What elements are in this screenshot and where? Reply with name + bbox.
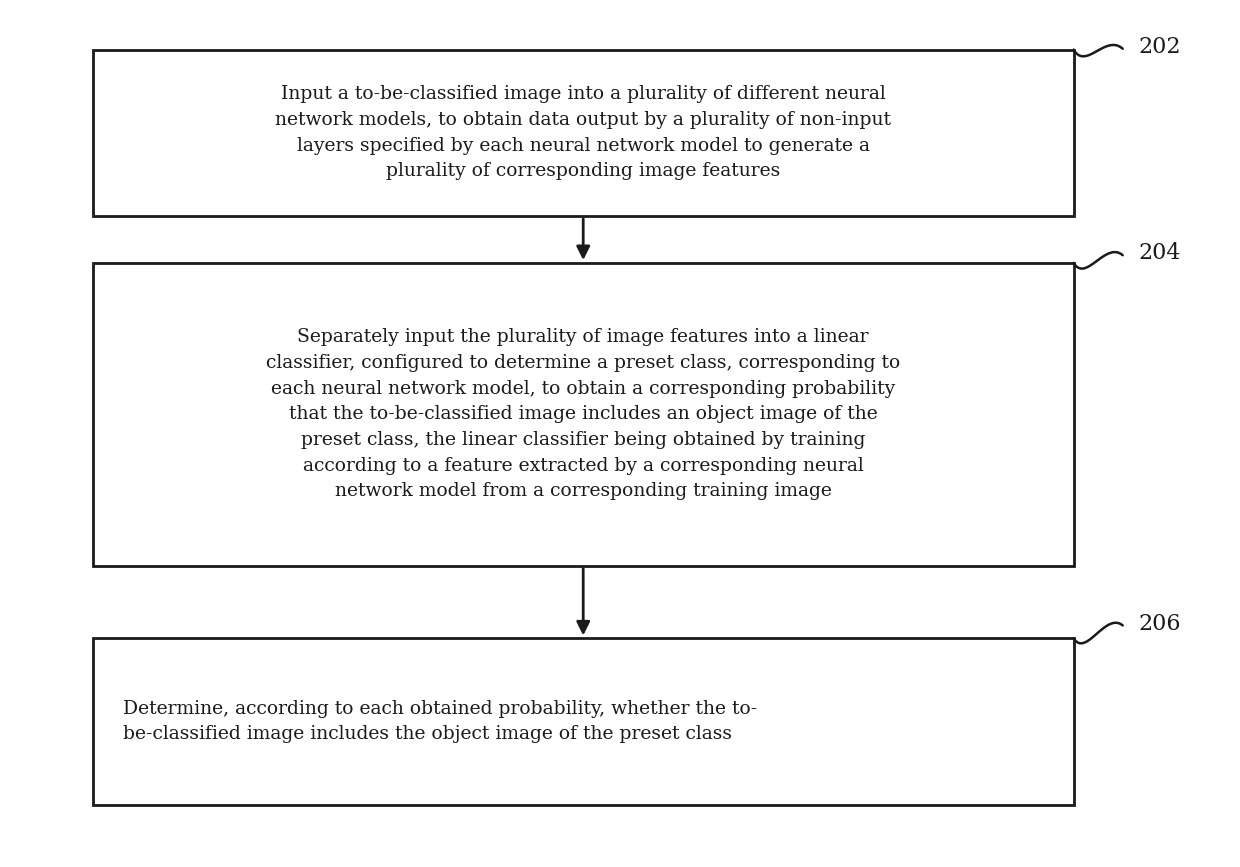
Bar bbox=[93, 638, 1074, 805]
Text: Input a to-be-classified image into a plurality of different neural
network mode: Input a to-be-classified image into a pl… bbox=[275, 85, 892, 180]
Bar bbox=[93, 49, 1074, 216]
Text: Separately input the plurality of image features into a linear
classifier, confi: Separately input the plurality of image … bbox=[267, 329, 900, 500]
Text: 206: 206 bbox=[1138, 613, 1182, 635]
Text: 202: 202 bbox=[1138, 36, 1182, 58]
Text: Determine, according to each obtained probability, whether the to-
be-classified: Determine, according to each obtained pr… bbox=[124, 700, 758, 743]
Text: 204: 204 bbox=[1138, 243, 1182, 264]
Bar bbox=[93, 263, 1074, 566]
